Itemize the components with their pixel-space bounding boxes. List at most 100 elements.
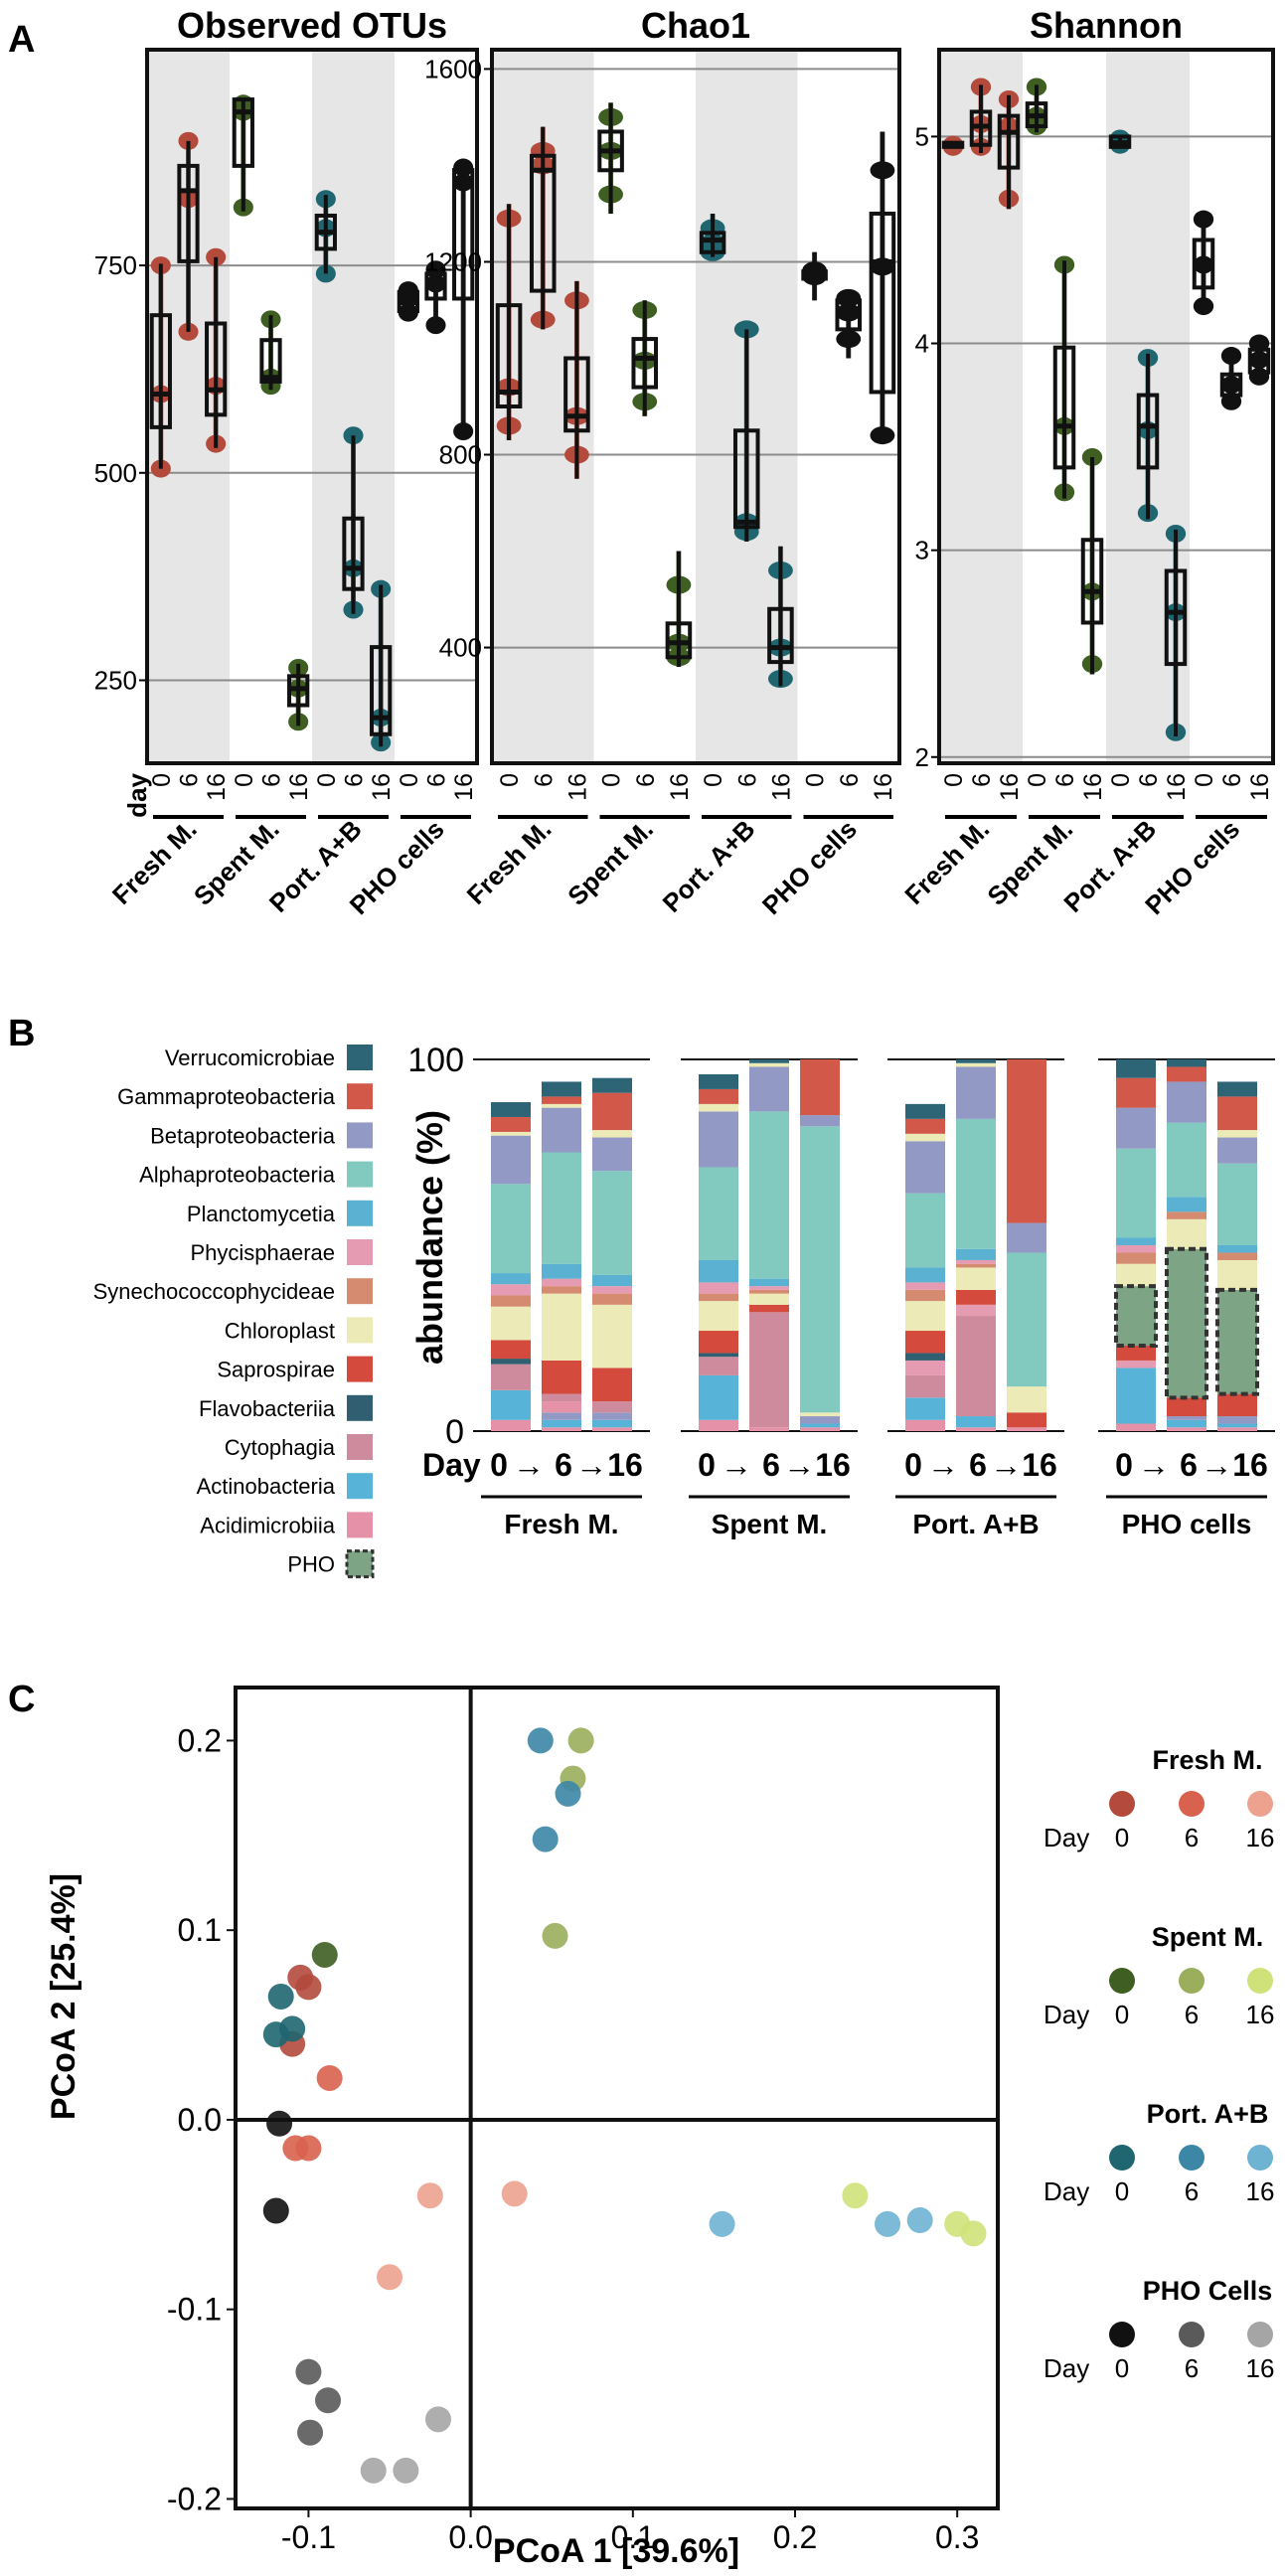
legend-title: Fresh M. xyxy=(1152,1745,1262,1775)
legend-swatch xyxy=(347,1200,373,1226)
box-iqr xyxy=(529,153,557,293)
day-tick-label: 0 xyxy=(313,773,341,787)
scatter-point xyxy=(315,2387,342,2414)
bar-segment xyxy=(699,1353,738,1358)
pcoa-y-label: PCoA 2 [25.4%] xyxy=(45,1873,82,2120)
group-label: Fresh M. xyxy=(461,814,558,910)
legend-label: Alphaproteobacteria xyxy=(139,1163,336,1188)
group-label: Spent M. xyxy=(712,1509,828,1539)
bar-segment xyxy=(749,1289,789,1294)
panel-label-b: B xyxy=(8,1013,35,1054)
box-shannon-1 xyxy=(969,78,993,156)
legend-swatch xyxy=(345,1549,375,1579)
box-chao1-10 xyxy=(835,288,863,359)
bar-segment xyxy=(749,1062,789,1067)
day-tick-label: 0 xyxy=(496,773,524,787)
bar-segment xyxy=(542,1427,581,1431)
scatter-point xyxy=(875,2210,901,2237)
bar-segment xyxy=(542,1393,581,1402)
legend-day-value: 6 xyxy=(1185,1823,1199,1852)
bar-segment xyxy=(1167,1419,1206,1428)
panel-b: B Verrucomicrobiae Gammaproteobacteria Bet… xyxy=(8,1013,1275,1579)
legend-swatch xyxy=(347,1083,373,1110)
bar-segment xyxy=(749,1286,789,1290)
legend-label: Actinobacteria xyxy=(197,1474,336,1499)
day-tick-label: 0 xyxy=(1191,773,1218,787)
bar-segment xyxy=(491,1135,531,1185)
scatter-point xyxy=(416,2182,443,2209)
scatter-point xyxy=(267,1983,294,2010)
scatter-point xyxy=(266,2110,293,2137)
bar-segment xyxy=(699,1259,738,1283)
legend-day-value: 16 xyxy=(1246,1823,1275,1852)
bar-0 xyxy=(491,1102,531,1431)
bar-segment xyxy=(800,1416,840,1424)
panel-label-c: C xyxy=(8,1679,35,1720)
pho-highlight xyxy=(1165,1246,1208,1400)
scatter-point xyxy=(393,2457,419,2484)
box-chao1-11 xyxy=(869,131,896,445)
y-tick-label: 3 xyxy=(915,536,929,565)
pcoa-x-label: PCoA 1 [39.6%] xyxy=(493,2532,739,2570)
bar-segment xyxy=(749,1293,789,1305)
legend-swatch xyxy=(347,1512,373,1538)
x-tick-label: 0.2 xyxy=(773,2519,817,2555)
bar-segment xyxy=(1116,1077,1156,1108)
legend-dot xyxy=(1247,1791,1273,1817)
box-shannon-9 xyxy=(1192,210,1215,316)
group-label: Fresh M. xyxy=(106,814,203,910)
bar-segment xyxy=(1167,1081,1206,1123)
box-chao1-6 xyxy=(699,213,726,261)
bar-segment xyxy=(592,1274,632,1287)
plot-frame xyxy=(145,48,479,765)
bar-segment xyxy=(491,1359,531,1365)
bar-segment xyxy=(699,1167,738,1260)
bar-segment xyxy=(749,1304,789,1313)
box-iqr xyxy=(1136,393,1160,470)
day-row-label: Day xyxy=(422,1447,481,1483)
legend-day-label: Day xyxy=(1044,2000,1089,2029)
box-iqr xyxy=(259,338,282,384)
bar-segment xyxy=(592,1412,632,1420)
legend-label: Synechococcophycideae xyxy=(93,1279,335,1304)
y-tick-label: 800 xyxy=(439,440,482,470)
abundance-axis-label: abundance (%) xyxy=(409,1110,450,1365)
bar-segment xyxy=(592,1130,632,1138)
box-iqr xyxy=(997,113,1021,170)
day-tick-label: 6 xyxy=(836,773,864,787)
day-axis-label: day xyxy=(122,772,152,817)
legend-dot xyxy=(1109,2322,1135,2347)
bar-segment xyxy=(592,1137,632,1172)
legend-title: Port. A+B xyxy=(1147,2099,1269,2129)
bar-segment xyxy=(1116,1263,1156,1287)
day-sequence-label: 0 xyxy=(490,1447,508,1483)
bar-segment xyxy=(749,1066,789,1112)
legend-day-label: Day xyxy=(1044,1823,1089,1852)
box-chao1-8 xyxy=(767,546,794,689)
day-tick-label: 16 xyxy=(767,773,795,801)
bar-segment xyxy=(956,1259,996,1264)
legend-dot xyxy=(1109,2145,1135,2171)
day-sequence-label: 6 xyxy=(762,1447,780,1483)
day-tick-label: 6 xyxy=(968,773,996,787)
bar-segment xyxy=(1116,1368,1156,1424)
day-sequence-label: → xyxy=(927,1447,959,1483)
bar-segment xyxy=(1167,1066,1206,1082)
bar-11 xyxy=(1215,1081,1259,1431)
y-tick-label: 250 xyxy=(94,666,137,696)
panel-title: Chao1 xyxy=(641,5,750,46)
box-observed-6 xyxy=(314,190,337,283)
bar-segment xyxy=(491,1295,531,1307)
x-tick-label: 0.1 xyxy=(611,2519,655,2555)
bar-segment xyxy=(905,1397,945,1420)
day-tick-label: 0 xyxy=(802,773,830,787)
bar-segment xyxy=(956,1263,996,1268)
box-iqr xyxy=(205,321,228,417)
box-iqr xyxy=(232,97,254,168)
box-iqr xyxy=(370,645,393,736)
bar-segment xyxy=(699,1374,738,1420)
bar-segment xyxy=(592,1293,632,1305)
bar-segment xyxy=(592,1427,632,1431)
group-label: PHO cells xyxy=(1122,1509,1252,1539)
